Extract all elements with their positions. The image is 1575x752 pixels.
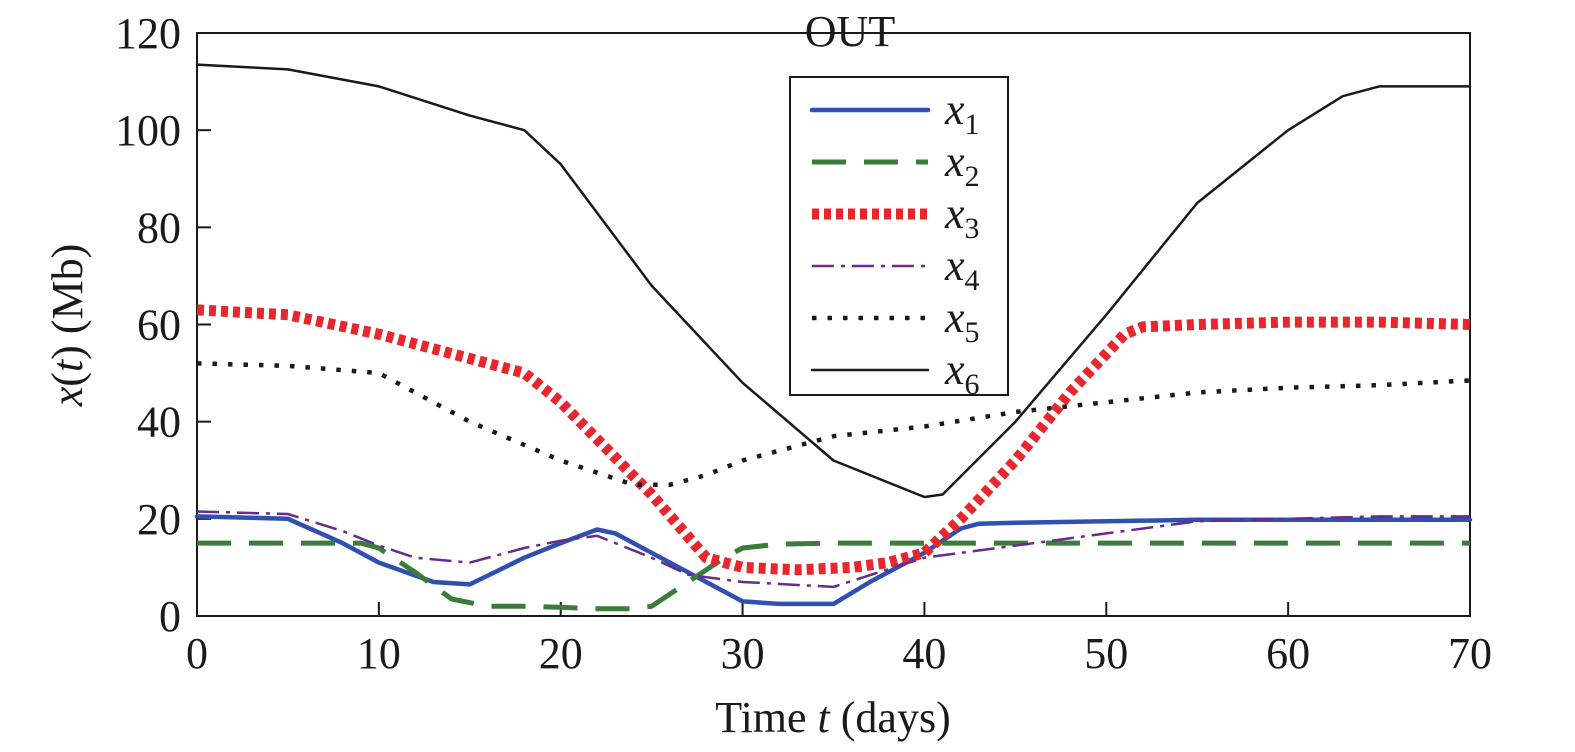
y-tick-label-5: 100	[115, 106, 181, 155]
x-axis-ticks: 0 10 20 30 40 50 60 70	[186, 602, 1492, 678]
chart-title: OUT	[805, 7, 896, 56]
legend-label-x6: x6	[944, 345, 980, 401]
legend-label-x1: x1	[944, 85, 980, 141]
y-tick-label-6: 120	[115, 9, 181, 58]
y-tick-label-2: 40	[137, 398, 181, 447]
x-tick-label-2: 20	[539, 629, 583, 678]
series-line-x6	[195, 63, 1472, 499]
y-axis-label: x(t) (Mb)	[43, 244, 92, 408]
x-tick-label-6: 60	[1266, 629, 1310, 678]
x-tick-label-7: 70	[1448, 629, 1492, 678]
x-tick-label-5: 50	[1084, 629, 1128, 678]
y-axis-ticks: 0 20 40 60 80 100 120	[115, 9, 211, 641]
legend-frame	[789, 76, 1009, 396]
y-tick-label-3: 60	[137, 301, 181, 350]
y-tick-label-1: 20	[137, 495, 181, 544]
legend-label-x4: x4	[944, 241, 980, 297]
series-line-x1	[194, 514, 1473, 607]
x-tick-label-4: 40	[902, 629, 946, 678]
y-tick-label-4: 80	[137, 203, 181, 252]
legend-label-x5: x5	[944, 293, 980, 349]
series-line-x4	[196, 510, 1470, 589]
x-tick-label-0: 0	[186, 629, 208, 678]
series-line-x2	[197, 540, 1470, 612]
legend-label-x2: x2	[944, 137, 980, 193]
x-tick-label-3: 30	[721, 629, 765, 678]
y-tick-label-0: 0	[159, 592, 181, 641]
legend-label-x3: x3	[944, 189, 980, 245]
x-axis-label: Time t (days)	[715, 693, 951, 742]
series-line-x3	[196, 304, 1471, 576]
x-tick-label-1: 10	[357, 629, 401, 678]
series-group	[194, 63, 1473, 612]
